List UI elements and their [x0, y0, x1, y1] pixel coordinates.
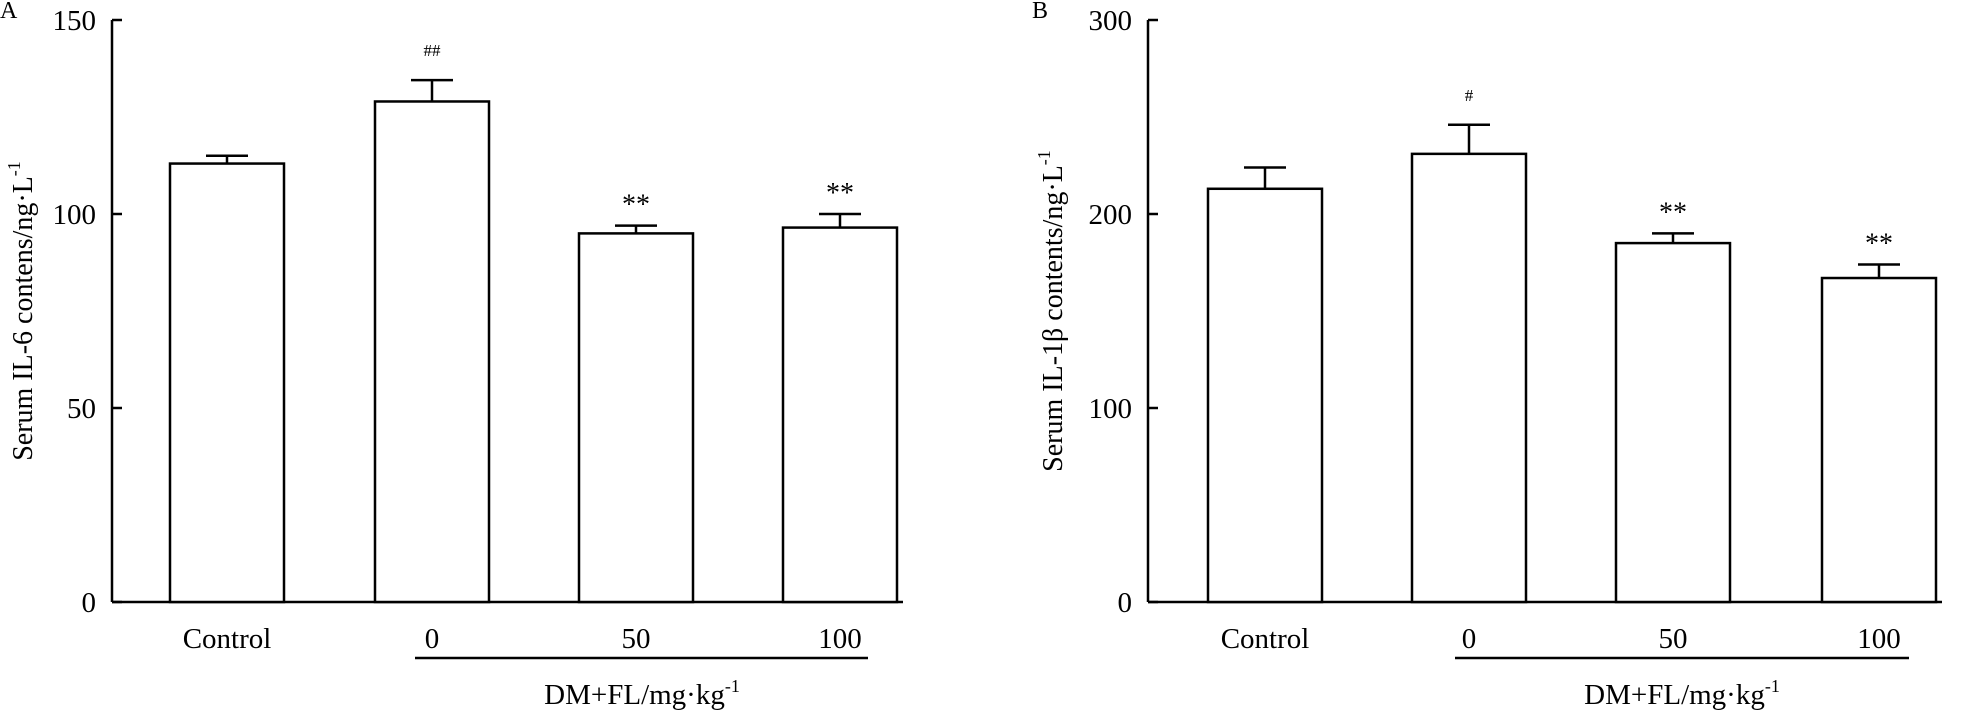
bar: [1820, 276, 1938, 604]
panel-label: A: [0, 0, 18, 24]
significance-marker: **: [622, 190, 650, 221]
bar: [1410, 152, 1528, 604]
bar: [1206, 187, 1324, 604]
y-tick-label: 200: [1089, 199, 1133, 231]
group-label-superscript: -1: [725, 676, 740, 696]
group-label-text: DM+FL/mg·kg: [544, 679, 725, 711]
y-axis-label: Serum IL-1β contents/ng·L-1: [1034, 150, 1069, 472]
significance-marker: ##: [424, 41, 442, 60]
y-tick-label: 50: [67, 393, 96, 425]
y-tick-label: 100: [53, 199, 97, 231]
significance-marker: **: [1659, 197, 1687, 228]
significance-marker: **: [826, 178, 854, 209]
y-axis-label-superscript: -1: [4, 161, 24, 176]
y-tick-label: 100: [1089, 393, 1133, 425]
x-tick-label: 0: [1462, 623, 1477, 655]
bar: [577, 232, 695, 604]
significance-marker: **: [1865, 228, 1893, 259]
bar: [373, 100, 491, 604]
x-tick-label: 50: [1659, 623, 1688, 655]
y-axis-label: Serum IL-6 contens/ng·L-1: [4, 161, 39, 461]
panel-label: B: [1032, 0, 1048, 24]
bar: [781, 226, 899, 604]
y-tick-label: 150: [53, 5, 97, 37]
x-tick-label: Control: [1221, 623, 1310, 655]
significance-marker: #: [1465, 86, 1474, 105]
bar: [168, 162, 286, 604]
bar: [1614, 241, 1732, 604]
y-axis-label-text: Serum IL-6 contens/ng·L: [8, 176, 39, 461]
y-tick-label: 0: [1118, 587, 1133, 619]
x-tick-label: 100: [1857, 623, 1901, 655]
y-axis-label-text: Serum IL-1β contents/ng·L: [1038, 165, 1069, 472]
group-label: DM+FL/mg·kg-1: [544, 676, 740, 711]
x-tick-label: 100: [818, 623, 862, 655]
x-tick-label: 50: [622, 623, 651, 655]
x-tick-label: 0: [425, 623, 440, 655]
y-axis-label-superscript: -1: [1034, 150, 1054, 165]
y-tick-label: 300: [1089, 5, 1133, 37]
group-label: DM+FL/mg·kg-1: [1584, 676, 1780, 711]
group-label-superscript: -1: [1765, 676, 1780, 696]
group-label-text: DM+FL/mg·kg: [1584, 679, 1765, 711]
y-tick-label: 0: [82, 587, 97, 619]
x-tick-label: Control: [183, 623, 272, 655]
